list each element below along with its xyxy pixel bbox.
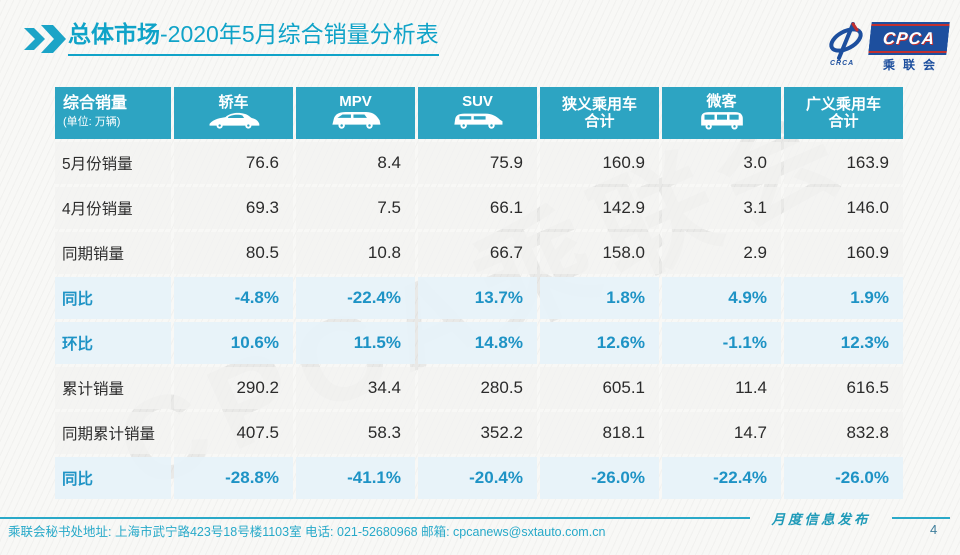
table-cell: 58.3 [296,412,415,454]
table-cell: 7.5 [296,187,415,229]
column-header-label: 狭义乘用车 [561,96,637,113]
column-header-label: 轿车 [218,93,249,111]
table-cell: 76.6 [174,142,293,184]
column-header-cell: 狭义乘用车 合计 [540,87,659,139]
table-cell: -26.0% [540,457,659,499]
row-label: 4月份销量 [55,187,171,229]
row-label: 环比 [55,322,171,364]
table-cell: 14.8% [418,322,537,364]
table-cell: 3.1 [662,187,781,229]
table-cell: 10.6% [174,322,293,364]
table-cell: 11.4 [662,367,781,409]
table-cell: 69.3 [174,187,293,229]
page-title: 总体市场-2020年5月综合销量分析表 [68,18,439,56]
corner-header-cell: 综合销量 (单位: 万辆) [55,87,171,139]
microvan-icon [697,111,747,134]
table-cell: 34.4 [296,367,415,409]
title-prefix: 总体市场 [68,21,160,47]
table-cell: 146.0 [784,187,903,229]
table-cell: 616.5 [784,367,903,409]
cpca-logo: CRCA CPCA 乘联会 [826,14,950,76]
unit-note: (单位: 万辆) [63,116,121,128]
table-cell: 12.3% [784,322,903,364]
title-suffix: -2020年5月综合销量分析表 [160,21,439,47]
column-header-cell: 广义乘用车 合计 [784,87,903,139]
table-cell: -26.0% [784,457,903,499]
column-header-label: 合计 [828,113,859,130]
double-chevron-icon [24,24,66,59]
table-cell: 8.4 [296,142,415,184]
row-label: 同期累计销量 [55,412,171,454]
table-cell: 11.5% [296,322,415,364]
table-cell: 10.8 [296,232,415,274]
table-cell: 80.5 [174,232,293,274]
table-cell: 75.9 [418,142,537,184]
column-header-label: MPV [339,93,372,110]
column-header-cell: 轿车 [174,87,293,139]
sedan-icon [207,112,261,133]
column-header-cell: MPV [296,87,415,139]
table-cell: 2.9 [662,232,781,274]
table-cell: 3.0 [662,142,781,184]
table-cell: 66.7 [418,232,537,274]
table-cell: 13.7% [418,277,537,319]
page-number: 4 [930,522,938,537]
footer-divider-right [892,517,950,519]
table-cell: -4.8% [174,277,293,319]
mpv-icon [329,111,383,133]
table-cell: 280.5 [418,367,537,409]
row-label: 同比 [55,277,171,319]
column-header-cell: 微客 [662,87,781,139]
release-label: 月度信息发布 [771,512,871,527]
slide-canvas: CPCA 乘联会 总体市场-2020年5月综合销量分析表 CRCA CPCA 乘联… [0,18,950,539]
suv-icon [451,111,505,133]
column-header-label: 微客 [706,92,737,110]
table-cell: 818.1 [540,412,659,454]
table-cell: 163.9 [784,142,903,184]
table-cell: -1.1% [662,322,781,364]
row-label: 5月份销量 [55,142,171,184]
cpca-wordmark: CPCA [868,24,950,53]
footer-address: 乘联会秘书处地址: 上海市武宁路423号18号楼1103室 电话: 021-52… [8,525,606,539]
table-cell: 290.2 [174,367,293,409]
column-header-label: SUV [462,93,493,110]
cpca-chinese-name: 乘联会 [882,58,943,72]
column-header-cell: SUV [418,87,537,139]
table-cell: 1.9% [784,277,903,319]
table-cell: -20.4% [418,457,537,499]
corner-title: 综合销量 [63,95,128,112]
table-cell: 407.5 [174,412,293,454]
table-cell: -22.4% [296,277,415,319]
table-cell: -28.8% [174,457,293,499]
table-cell: 66.1 [418,187,537,229]
table-cell: 160.9 [784,232,903,274]
table-cell: 605.1 [540,367,659,409]
column-header-label: 广义乘用车 [805,96,881,113]
table-cell: -22.4% [662,457,781,499]
cpca-wordmark-group: CPCA 乘联会 [868,24,950,73]
row-label: 同期销量 [55,232,171,274]
table-cell: 14.7 [662,412,781,454]
footer-divider-left [0,517,750,519]
column-header-label: 合计 [584,113,615,130]
cpca-swoosh-icon [826,22,868,67]
sales-table: 综合销量 (单位: 万辆) 轿车 MPV SUV 狭义乘用车 合计 微客 广义乘用车 合计 5月份销… [55,87,903,499]
row-label: 同比 [55,457,171,499]
table-cell: 12.6% [540,322,659,364]
slide-header: 总体市场-2020年5月综合销量分析表 CRCA CPCA 乘联会 [24,18,950,78]
table-cell: 160.9 [540,142,659,184]
table-cell: 4.9% [662,277,781,319]
table-cell: -41.1% [296,457,415,499]
cpca-small-acronym: CRCA [830,60,855,67]
table-cell: 158.0 [540,232,659,274]
table-cell: 142.9 [540,187,659,229]
table-cell: 1.8% [540,277,659,319]
table-cell: 352.2 [418,412,537,454]
table-cell: 832.8 [784,412,903,454]
row-label: 累计销量 [55,367,171,409]
